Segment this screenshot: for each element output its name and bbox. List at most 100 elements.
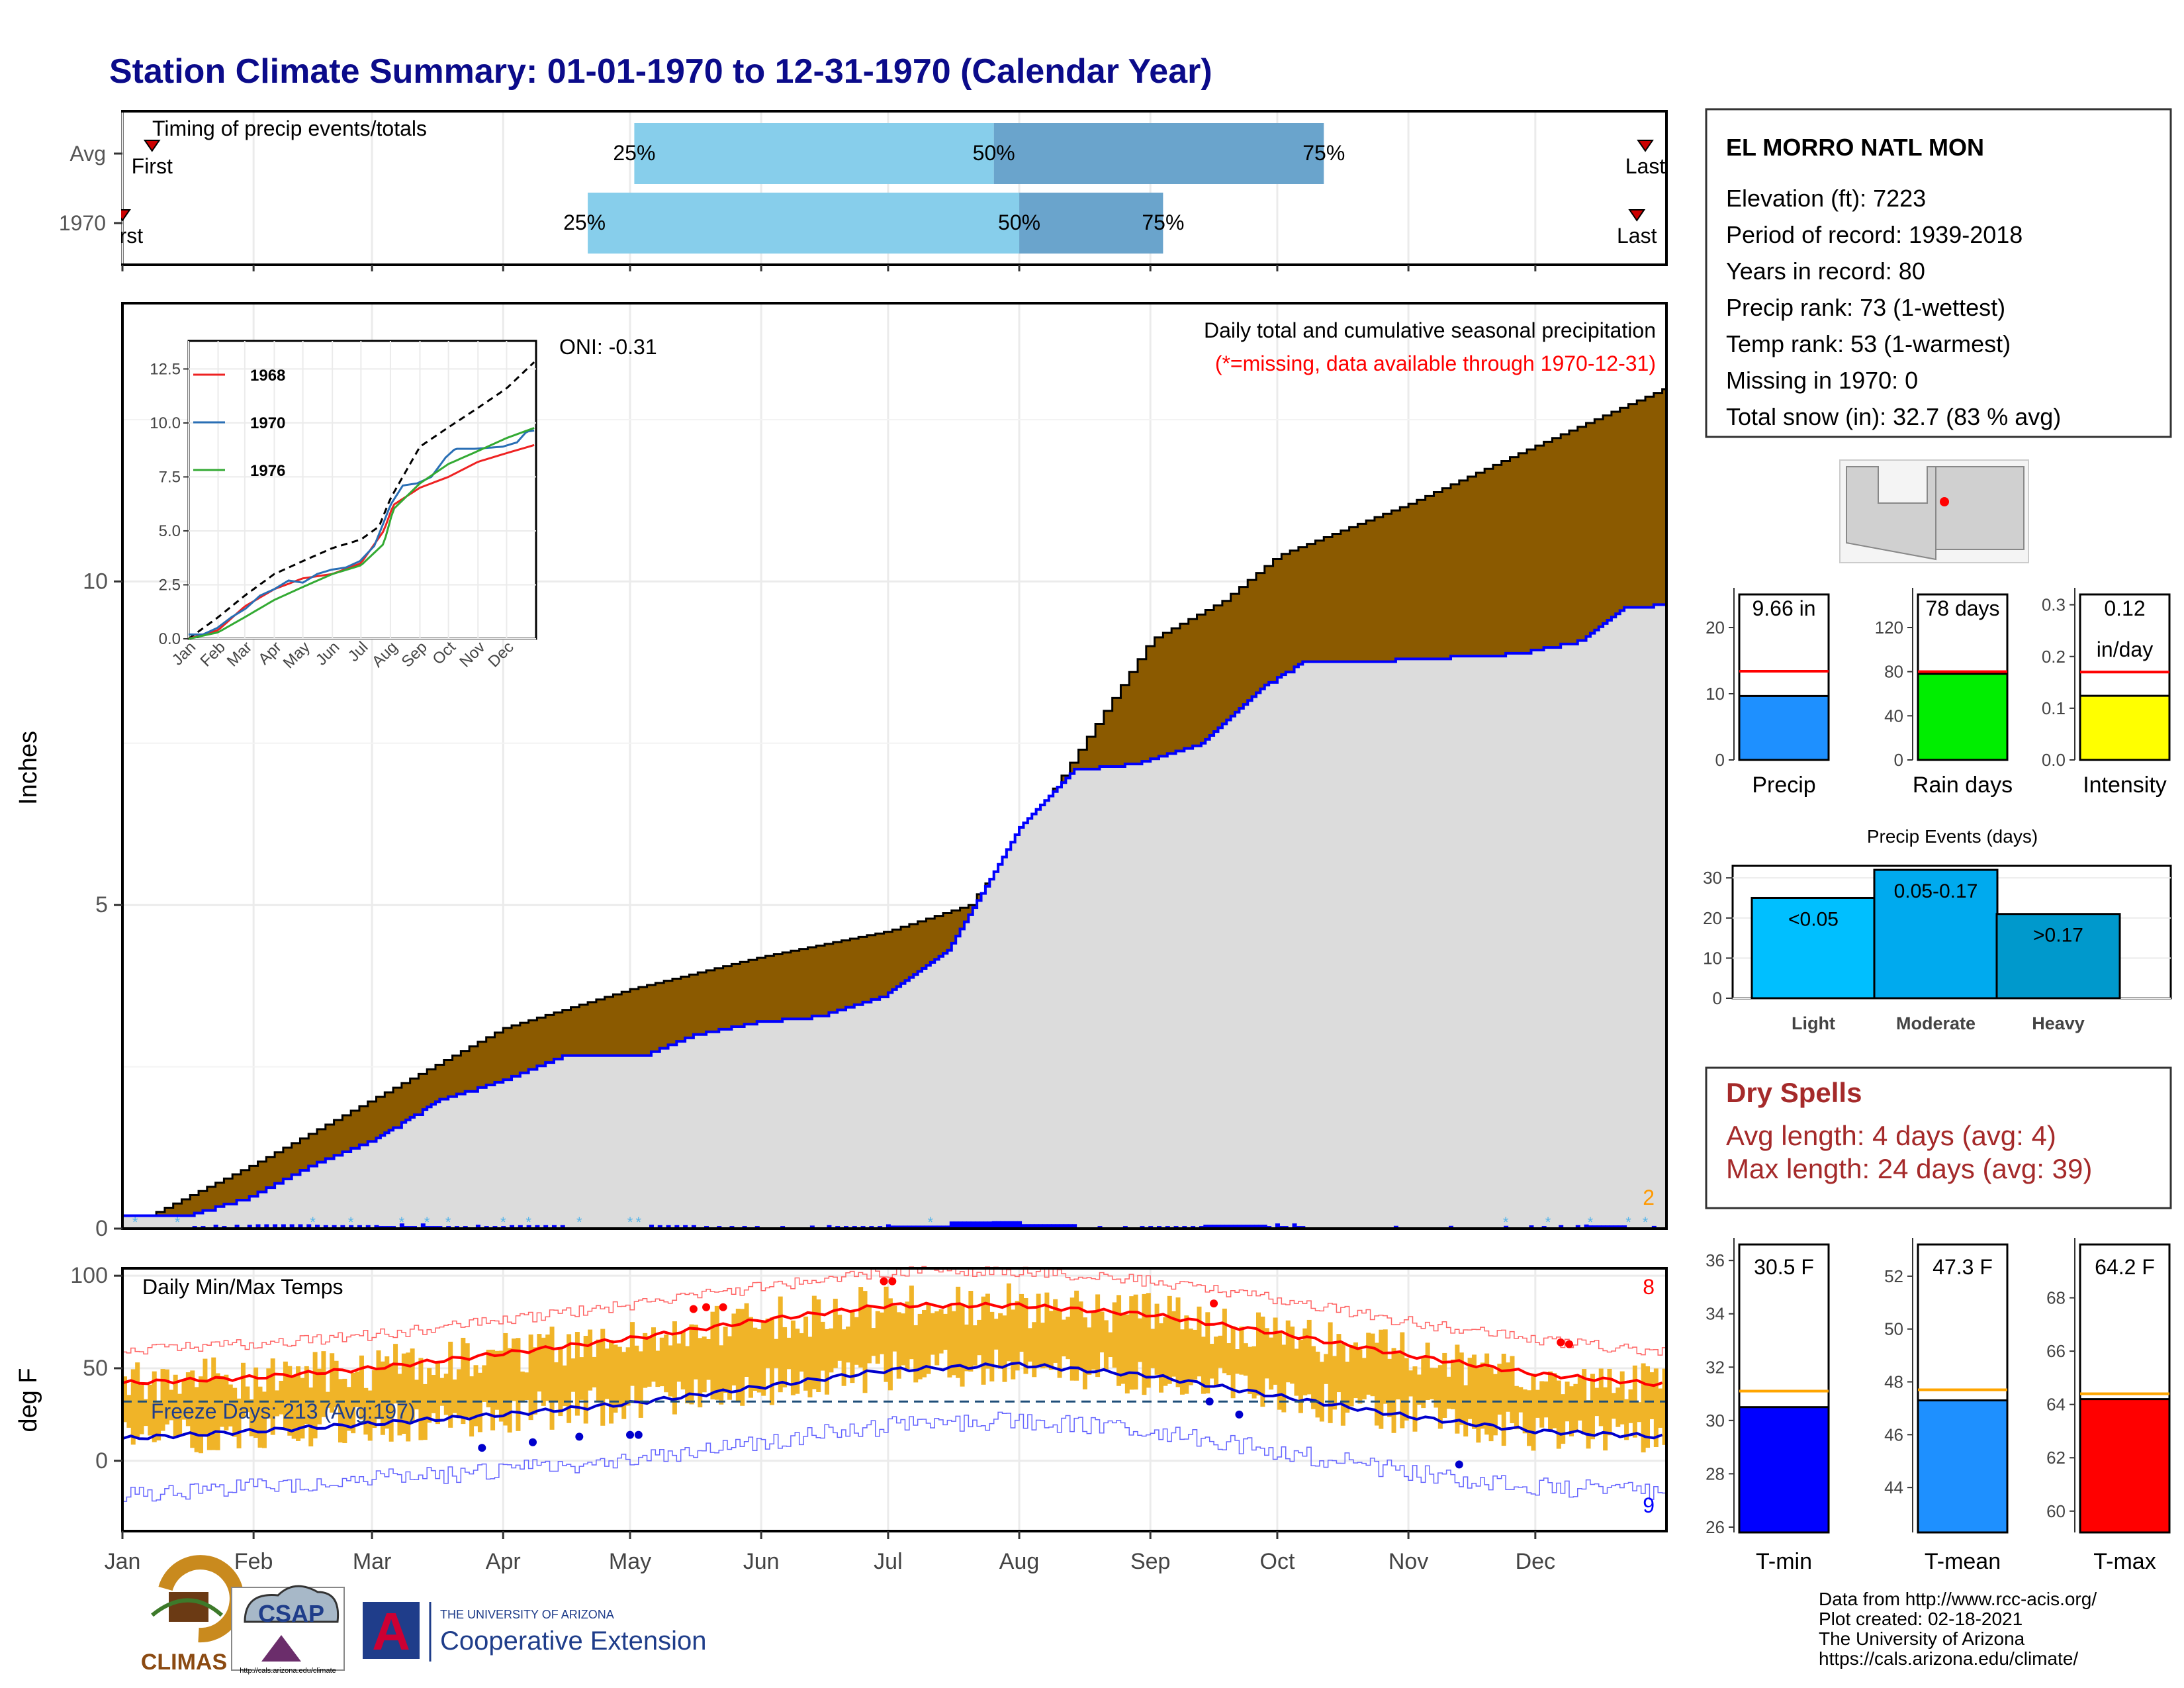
daily-precip-bar [551, 1225, 557, 1229]
daily-temp-bar [203, 1358, 208, 1435]
daily-temp-bar [342, 1378, 347, 1444]
summary-bar-2: 0.0 0.1 0.2 0.3 0.12 in/day Intensity [2042, 588, 2171, 798]
daily-temp-bar [1006, 1283, 1011, 1362]
daily-precip-bar [365, 1225, 371, 1229]
daily-temp-bar [960, 1304, 965, 1387]
daily-temp-bar [1628, 1389, 1633, 1423]
daily-temp-bar [1662, 1368, 1667, 1445]
month-label: Jul [874, 1549, 902, 1574]
daily-precip-bar [666, 1225, 671, 1229]
daily-temp-bar [964, 1324, 969, 1372]
daily-temp-bar [825, 1329, 830, 1395]
daily-temp-bar [156, 1401, 161, 1441]
temp-summary-tick: 52 [1884, 1266, 1903, 1286]
daily-temp-bar [232, 1387, 238, 1437]
temp-summary-bar-fill [2079, 1398, 2171, 1534]
temp-ytick: 0 [95, 1448, 108, 1474]
daily-temp-bar [917, 1313, 923, 1380]
daily-temp-bar [1471, 1354, 1477, 1429]
daily-precip-bar [332, 1225, 337, 1229]
daily-temp-bar [351, 1372, 356, 1434]
daily-temp-bar [811, 1295, 817, 1389]
daily-precip-bar [945, 1225, 950, 1229]
daily-temp-bar [1649, 1372, 1655, 1419]
timing-p75: 75% [1302, 141, 1345, 165]
daily-precip-bar [962, 1221, 967, 1229]
csap-logo-text: CSAP [258, 1600, 324, 1627]
daily-temp-bar [702, 1336, 707, 1393]
daily-temp-bar [1603, 1387, 1608, 1451]
daily-temp-bar [765, 1318, 770, 1368]
daily-temp-bar [854, 1317, 859, 1365]
daily-temp-bar [1226, 1343, 1232, 1376]
daily-temp-bar [1120, 1312, 1126, 1384]
daily-temp-bar [887, 1298, 893, 1391]
credit-line-4: https://cals.arizona.edu/climate/ [1819, 1648, 2078, 1669]
daily-temp-bar [972, 1325, 978, 1366]
daily-temp-bar [1476, 1368, 1481, 1443]
summary-bar-tick: 10 [1706, 684, 1725, 704]
daily-temp-bar [270, 1358, 275, 1435]
daily-temp-bar [638, 1351, 643, 1418]
daily-temp-bar [905, 1301, 910, 1370]
record-high-point [1557, 1338, 1565, 1346]
ua-logo-letter: A [372, 1602, 410, 1661]
daily-precip-bar [1237, 1225, 1242, 1229]
daily-temp-bar [938, 1309, 944, 1354]
daily-precip-bar [1004, 1221, 1009, 1229]
daily-precip-bar [924, 1225, 929, 1229]
daily-temp-bar [1311, 1346, 1316, 1409]
daily-temp-bar [1218, 1335, 1223, 1368]
timing-bar-early [634, 123, 994, 184]
daily-temp-bar [1492, 1374, 1498, 1436]
daily-temp-bar [452, 1379, 457, 1413]
daily-temp-bar [1404, 1358, 1409, 1421]
timing-bar-late [1019, 193, 1163, 254]
inset-line-1970 [189, 429, 535, 635]
daily-precip-bar [560, 1225, 565, 1229]
timing-bar-early [588, 193, 1020, 254]
snow-marker: * [399, 1214, 405, 1231]
daily-temp-bar [122, 1376, 127, 1423]
month-label: Jan [105, 1549, 141, 1574]
daily-temp-bar [465, 1343, 470, 1418]
daily-temp-bar [1324, 1354, 1329, 1384]
daily-temp-bar [930, 1313, 935, 1355]
snow-marker: * [627, 1214, 633, 1231]
daily-temp-bar [1158, 1323, 1163, 1393]
summary-bar-tick: 120 [1875, 618, 1903, 637]
station-info-line: Period of record: 1939-2018 [1726, 221, 2023, 248]
daily-temp-bar [774, 1338, 779, 1368]
timing-last-label: Last [1625, 154, 1666, 178]
temp-summary-label: T-mean [1925, 1549, 2001, 1574]
daily-temp-bar [1112, 1302, 1117, 1368]
daily-temp-bar [1531, 1374, 1536, 1451]
daily-precip-bar [234, 1225, 240, 1229]
daily-temp-bar [600, 1329, 606, 1426]
daily-temp-bar [1167, 1295, 1172, 1384]
daily-temp-bar [126, 1395, 132, 1428]
timing-last-label: Last [1617, 224, 1657, 248]
daily-temp-bar [676, 1343, 682, 1382]
daily-precip-bar [1203, 1225, 1208, 1229]
daily-precip-bar [1651, 1225, 1657, 1229]
temp-summary-value: 30.5 F [1754, 1255, 1814, 1279]
daily-precip-bar [1034, 1224, 1039, 1229]
first-marker [143, 140, 161, 152]
daily-temp-bar [698, 1338, 703, 1408]
daily-precip-bar [1055, 1224, 1060, 1229]
daily-temp-bar [1082, 1317, 1087, 1389]
daily-precip-bar [255, 1224, 261, 1229]
daily-temp-bar [380, 1361, 385, 1435]
record-high-point [1210, 1299, 1218, 1308]
timing-first-label: First [132, 154, 173, 178]
daily-precip-bar [991, 1221, 997, 1229]
daily-temp-bar [837, 1315, 842, 1361]
daily-temp-bar [1298, 1340, 1303, 1413]
daily-precip-bar [1584, 1224, 1589, 1229]
daily-temp-bar [1607, 1368, 1612, 1436]
daily-precip-bar [979, 1221, 984, 1229]
summary-bar-tick: 0.3 [2042, 595, 2066, 615]
daily-precip-bar [954, 1221, 959, 1229]
